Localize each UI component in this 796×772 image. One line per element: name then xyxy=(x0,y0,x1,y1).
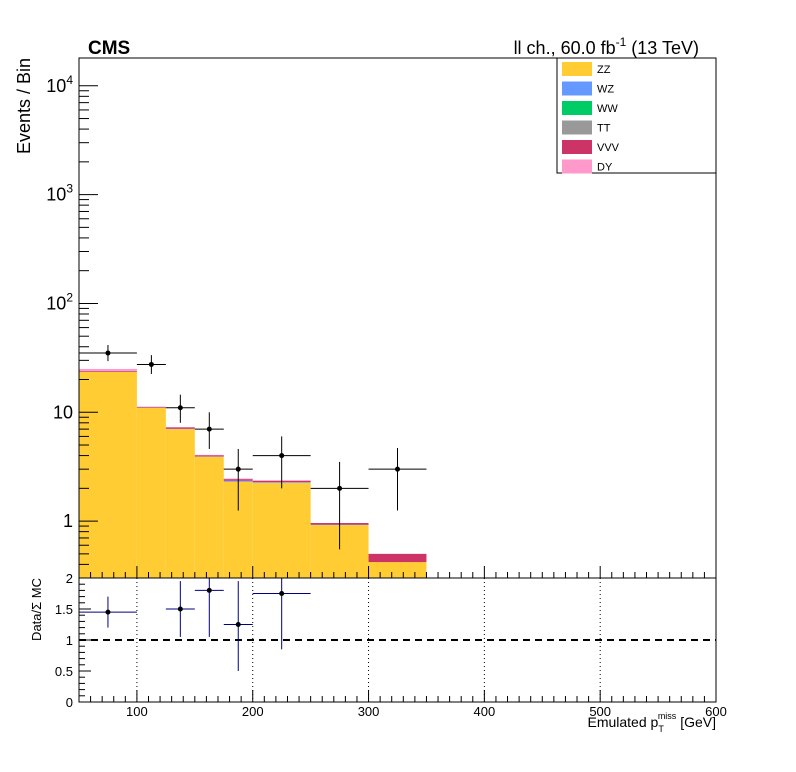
y-tick-label: 104 xyxy=(46,73,73,96)
legend-swatch-wz xyxy=(562,81,592,96)
x-axis-label-main: Emulated p xyxy=(587,714,658,730)
ratio-y-tick-label: 1.5 xyxy=(55,602,73,617)
bar-zz-bin-3 xyxy=(194,456,224,578)
legend-label-tt: TT xyxy=(597,123,611,135)
legend-swatch-dy xyxy=(562,159,592,174)
bar-dy-bin-0 xyxy=(79,368,137,371)
x-tick-label: 600 xyxy=(705,704,727,719)
experiment-label: CMS xyxy=(88,38,130,59)
bar-vvv-bin-3 xyxy=(194,455,224,457)
ratio-y-tick-label: 0 xyxy=(66,695,73,710)
ratio-grid xyxy=(79,578,717,702)
x-tick-label: 400 xyxy=(474,704,496,719)
legend: ZZ WZ WW TT VVV DY xyxy=(556,57,717,174)
data-point xyxy=(165,394,195,423)
ratio-point xyxy=(165,581,195,637)
legend-swatch-zz xyxy=(562,62,592,76)
bar-vvv-bin-1 xyxy=(136,406,166,408)
bar-vvv-bin-2 xyxy=(165,427,195,429)
bar-vvv-bin-7 xyxy=(368,553,427,563)
x-axis-label-unit: [GeV] xyxy=(676,714,716,730)
legend-swatch-tt xyxy=(562,120,592,135)
x-tick-label: 300 xyxy=(358,704,380,719)
y-tick-label: 1 xyxy=(63,511,73,531)
x-axis-label-sup: miss xyxy=(658,711,677,721)
ratio-y-tick-label: 1 xyxy=(66,633,73,648)
main-axes: 1 10 102 103 104 xyxy=(46,73,717,579)
ratio-point xyxy=(79,596,137,628)
y-tick-label: 102 xyxy=(46,290,73,313)
stack-histogram xyxy=(79,368,427,578)
ratio-axes: 0 0.5 1 1.5 2 100 200 300 400 500 600 xyxy=(55,571,727,719)
x-tick-label: 200 xyxy=(242,704,264,719)
x-tick-label: 500 xyxy=(589,704,611,719)
x-axis-label-sub: T xyxy=(658,724,664,734)
y-tick-label: 103 xyxy=(46,182,73,205)
luminosity-prefix: ll ch., 60.0 fb xyxy=(514,38,616,58)
bar-zz-bin-2 xyxy=(165,429,195,578)
data-point xyxy=(368,447,427,511)
data-point xyxy=(252,436,311,489)
x-tick-label: 100 xyxy=(126,704,148,719)
ratio-point xyxy=(223,581,253,671)
data-point xyxy=(79,345,137,362)
ratio-y-axis-label: Data/Σ MC xyxy=(29,578,44,641)
ratio-points xyxy=(79,578,311,671)
data-points xyxy=(79,345,427,550)
data-point xyxy=(194,412,224,449)
legend-label-vvv: VVV xyxy=(597,142,620,154)
ratio-point xyxy=(252,578,311,650)
data-point xyxy=(310,461,369,550)
ratio-y-tick-label: 0.5 xyxy=(55,664,73,679)
bar-zz-bin-1 xyxy=(136,407,166,578)
main-y-axis-label: Events / Bin xyxy=(14,58,34,154)
legend-label-dy: DY xyxy=(597,162,613,174)
legend-label-ww: WW xyxy=(597,103,618,115)
ratio-point xyxy=(194,578,224,637)
bar-zz-bin-0 xyxy=(79,371,137,578)
legend-swatch-vvv xyxy=(562,140,592,154)
legend-label-zz: ZZ xyxy=(597,64,611,76)
bar-zz-bin-7 xyxy=(368,562,427,578)
legend-swatch-ww xyxy=(562,101,592,115)
legend-label-wz: WZ xyxy=(597,84,614,96)
luminosity-suffix: (13 TeV) xyxy=(626,38,699,58)
luminosity-label: ll ch., 60.0 fb-1 (13 TeV) xyxy=(514,35,699,58)
bar-vvv-bin-0 xyxy=(79,370,137,372)
luminosity-exponent: -1 xyxy=(616,35,627,49)
data-point xyxy=(223,448,253,511)
data-point xyxy=(136,355,166,374)
ratio-y-tick-label: 2 xyxy=(66,571,73,586)
x-axis-label: Emulated pTmiss [GeV] xyxy=(587,711,716,734)
y-tick-label: 10 xyxy=(53,402,73,422)
bar-zz-bin-5 xyxy=(252,482,311,578)
